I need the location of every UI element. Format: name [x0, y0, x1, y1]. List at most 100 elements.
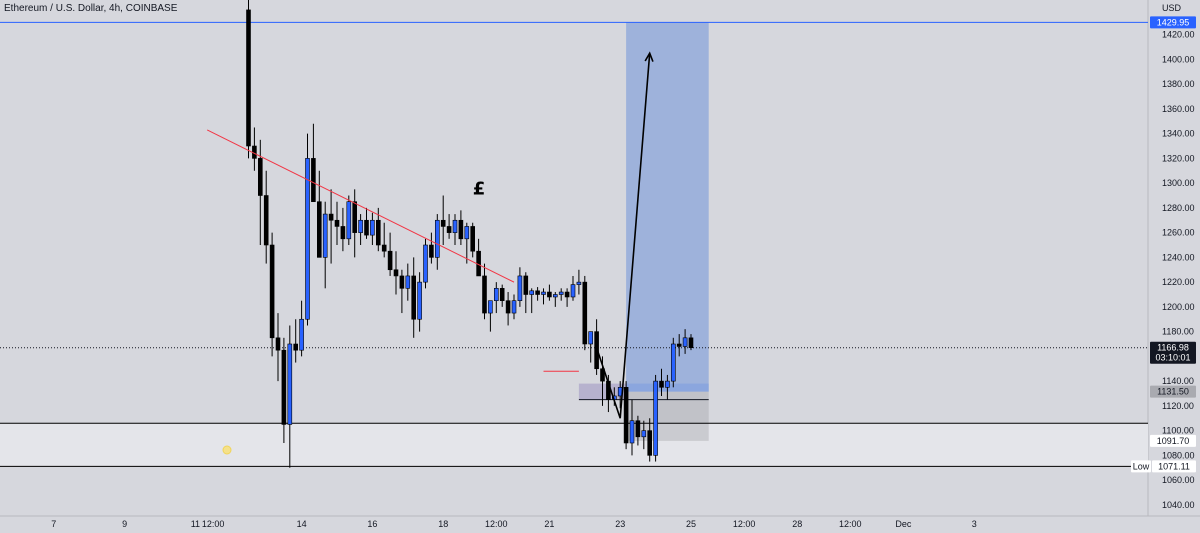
candle[interactable] — [399, 269, 405, 314]
candle[interactable] — [547, 284, 552, 301]
trendline[interactable] — [206, 129, 515, 283]
currency-label: USD — [1162, 3, 1182, 13]
candle[interactable] — [364, 207, 369, 239]
candle[interactable] — [316, 170, 322, 258]
candle[interactable] — [440, 195, 446, 246]
yellow-dot-marker — [222, 445, 232, 455]
candle[interactable] — [287, 325, 293, 468]
candle[interactable] — [452, 214, 458, 246]
candle[interactable] — [257, 139, 263, 246]
target-zone[interactable] — [626, 22, 709, 392]
candle[interactable] — [682, 329, 688, 354]
candle[interactable] — [346, 195, 352, 246]
candle[interactable] — [305, 133, 310, 326]
projection-arrow[interactable] — [595, 53, 651, 419]
candle[interactable] — [488, 300, 493, 332]
candle[interactable] — [387, 232, 393, 276]
candle[interactable] — [641, 420, 647, 450]
time-tick-label: 12:00 — [733, 519, 756, 529]
candle[interactable] — [511, 294, 517, 320]
candle[interactable] — [464, 222, 470, 264]
candle[interactable] — [535, 287, 540, 301]
candle[interactable] — [576, 269, 582, 295]
candle-body — [370, 219, 375, 236]
candle[interactable] — [311, 123, 316, 202]
candle[interactable] — [281, 337, 287, 443]
candle[interactable] — [482, 263, 487, 320]
candle[interactable] — [429, 232, 434, 264]
candle[interactable] — [370, 212, 375, 246]
candle-body — [682, 337, 688, 347]
candle[interactable] — [358, 214, 363, 246]
candle[interactable] — [582, 275, 588, 351]
candle[interactable] — [423, 238, 428, 289]
candle[interactable] — [564, 288, 570, 307]
time-tick-label: 12:00 — [839, 519, 862, 529]
annotation-text[interactable]: £ — [473, 178, 486, 199]
candle-body — [257, 158, 263, 196]
price-tick-label: 1060.00 — [1162, 475, 1195, 485]
candle[interactable] — [352, 189, 358, 258]
candle[interactable] — [676, 334, 682, 357]
price-tick-label: 1260.00 — [1162, 228, 1195, 238]
candle[interactable] — [263, 170, 269, 264]
candle[interactable] — [269, 232, 275, 357]
time-tick-label: 9 — [122, 519, 127, 529]
candle[interactable] — [393, 251, 399, 295]
price-tick-label: 1420.00 — [1162, 30, 1195, 40]
candle[interactable] — [334, 201, 340, 246]
candle-body — [375, 219, 381, 246]
candle[interactable] — [275, 313, 281, 382]
candle[interactable] — [505, 292, 511, 326]
candle[interactable] — [493, 282, 499, 314]
time-tick-label: 11 — [191, 519, 200, 529]
candle[interactable] — [299, 300, 304, 357]
candle-body — [263, 195, 269, 246]
candle[interactable] — [688, 334, 694, 351]
candle[interactable] — [458, 210, 464, 246]
candle-body — [423, 244, 428, 283]
candle[interactable] — [558, 288, 564, 301]
candle-body — [340, 226, 346, 240]
time-tick-label: 21 — [544, 519, 554, 529]
candle-body — [311, 158, 316, 202]
candle[interactable] — [470, 222, 476, 258]
candle[interactable] — [381, 222, 387, 258]
candle-body — [364, 219, 369, 236]
target-price-tag-bg — [1150, 16, 1196, 29]
candle[interactable] — [340, 207, 346, 252]
candle[interactable] — [293, 319, 299, 363]
candle[interactable] — [635, 415, 641, 446]
candle[interactable] — [411, 257, 417, 338]
candle[interactable] — [552, 292, 558, 307]
candle[interactable] — [322, 201, 328, 289]
candle[interactable] — [623, 381, 629, 450]
candle[interactable] — [434, 214, 440, 270]
candle[interactable] — [541, 288, 546, 305]
candle[interactable] — [417, 272, 422, 332]
candle-body — [665, 380, 670, 388]
price-tick-label: 1380.00 — [1162, 79, 1195, 89]
candle[interactable] — [629, 399, 635, 456]
candle[interactable] — [499, 284, 505, 307]
candle[interactable] — [328, 189, 334, 264]
price-tick-label: 1340.00 — [1162, 129, 1195, 139]
candle[interactable] — [588, 331, 594, 363]
candle[interactable] — [647, 418, 653, 462]
candle-body — [464, 226, 470, 240]
candle[interactable] — [665, 374, 670, 400]
candle-body — [417, 281, 422, 320]
candle[interactable] — [659, 368, 664, 396]
candle[interactable] — [246, 0, 251, 159]
candle[interactable] — [570, 275, 576, 301]
candle[interactable] — [446, 214, 452, 239]
candle[interactable] — [523, 272, 529, 314]
candle[interactable] — [529, 288, 535, 314]
candle[interactable] — [405, 263, 411, 301]
candle[interactable] — [653, 374, 658, 462]
candle[interactable] — [670, 337, 676, 388]
candle[interactable] — [517, 267, 523, 307]
candle-body — [488, 300, 493, 314]
